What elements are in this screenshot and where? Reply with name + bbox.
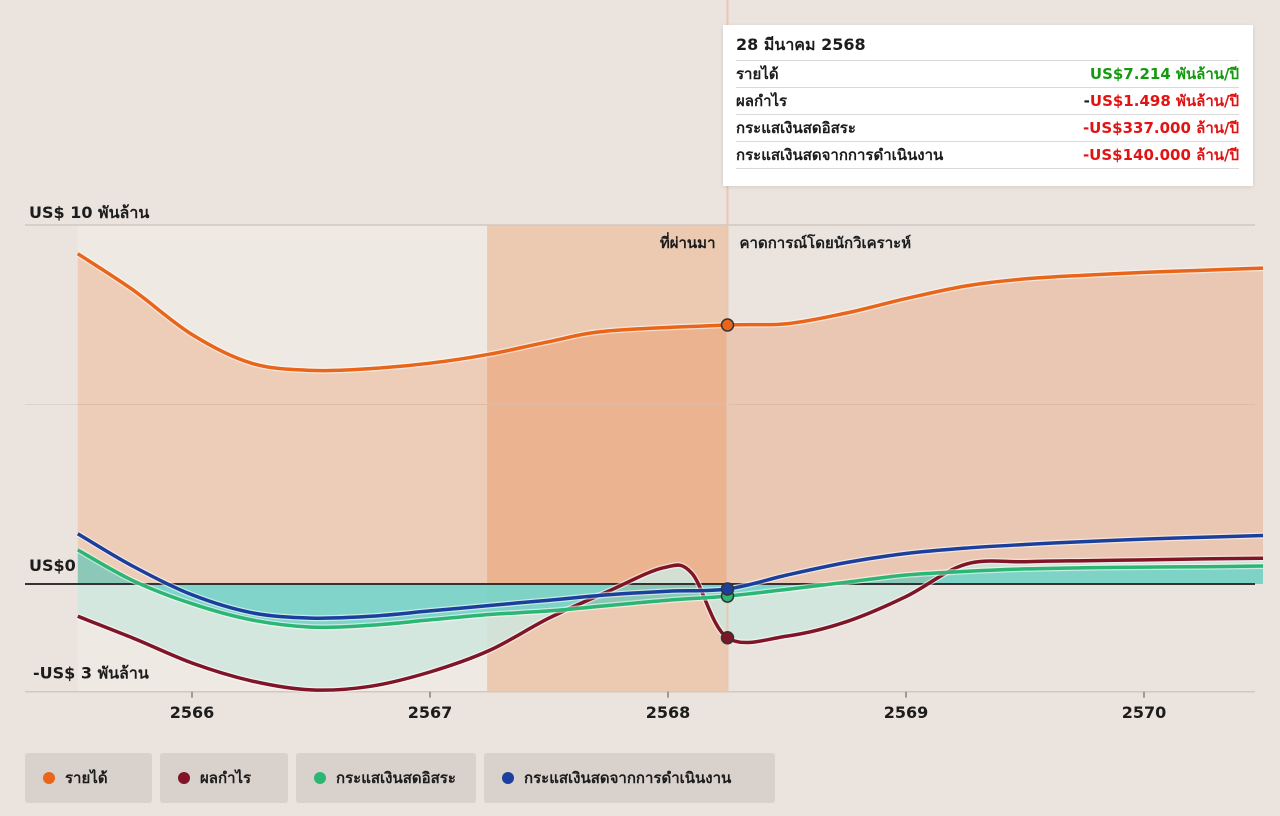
legend-item-revenue[interactable]: รายได้: [25, 753, 152, 803]
free-cash-flow-line[interactable]: [76, 548, 1264, 630]
operating-cash-flow-marker: [720, 582, 735, 596]
x-tick-label: 2569: [884, 703, 929, 722]
y-label-top: US$ 10 พันล้าน: [29, 203, 149, 222]
legend-label: ผลกำไร: [200, 769, 252, 787]
profit-line[interactable]: [77, 556, 1264, 692]
tooltip-row-revenue: รายได้ US$7.214 พันล้าน/ปี: [736, 60, 1239, 87]
free-cash-flow-dot-icon: [314, 772, 326, 784]
x-tick-label: 2568: [646, 703, 691, 722]
revenue-dot-icon: [43, 772, 55, 784]
legend-item-profit[interactable]: ผลกำไร: [160, 753, 288, 803]
tooltip-value: US$7.214 พันล้าน/ปี: [1089, 65, 1239, 83]
revenue-line[interactable]: [76, 252, 1264, 373]
tooltip-label: รายได้: [736, 65, 779, 83]
x-tick-label: 2566: [170, 703, 215, 722]
legend-item-operating-cash-flow[interactable]: กระแสเงินสดจากการดำเนินงาน: [484, 753, 775, 803]
tooltip-label: กระแสเงินสดอิสระ: [736, 119, 856, 137]
legend-item-free-cash-flow[interactable]: กระแสเงินสดอิสระ: [296, 753, 476, 803]
x-tick-label: 2567: [408, 703, 453, 722]
tooltip-value: -US$140.000 ล้าน/ปี: [1082, 146, 1239, 164]
operating-cash-flow-line[interactable]: [76, 532, 1264, 620]
legend-label: รายได้: [65, 769, 108, 787]
x-tick-label: 2570: [1122, 703, 1167, 722]
profit-dot-icon: [178, 772, 190, 784]
tooltip-date: 28 มีนาคม 2568: [736, 35, 866, 54]
tooltip: 28 มีนาคม 2568 รายได้ US$7.214 พันล้าน/ป…: [723, 25, 1253, 186]
revenue-marker: [720, 318, 735, 332]
operating-cash-flow-dot-icon: [502, 772, 514, 784]
legend: รายได้ ผลกำไร กระแสเงินสดอิสระ กระแสเงิน…: [25, 753, 783, 803]
tooltip-row-profit: ผลกำไร -US$1.498 พันล้าน/ปี: [736, 87, 1239, 114]
past-segment-label: ที่ผ่านมา: [660, 232, 716, 252]
tooltip-value: -US$1.498 พันล้าน/ปี: [1083, 92, 1239, 110]
tooltip-row-free-cash-flow: กระแสเงินสดอิสระ -US$337.000 ล้าน/ปี: [736, 114, 1239, 141]
y-label-bottom: -US$ 3 พันล้าน: [33, 664, 149, 683]
legend-label: กระแสเงินสดจากการดำเนินงาน: [524, 769, 732, 787]
tooltip-label: ผลกำไร: [736, 92, 788, 110]
revenue-area: [77, 253, 1263, 584]
tooltip-label: กระแสเงินสดจากการดำเนินงาน: [736, 146, 944, 164]
tooltip-row-operating-cash-flow: กระแสเงินสดจากการดำเนินงาน -US$140.000 ล…: [736, 141, 1239, 169]
chart[interactable]: US$ 10 พันล้าน US$0 -US$ 3 พันล้าน ที่ผ่…: [0, 0, 1280, 740]
tooltip-value: -US$337.000 ล้าน/ปี: [1082, 119, 1239, 137]
legend-label: กระแสเงินสดอิสระ: [336, 769, 456, 787]
y-label-zero: US$0: [29, 556, 76, 575]
forecast-segment-label: คาดการณ์โดยนักวิเคราะห์: [740, 233, 912, 252]
profit-marker: [720, 631, 735, 645]
